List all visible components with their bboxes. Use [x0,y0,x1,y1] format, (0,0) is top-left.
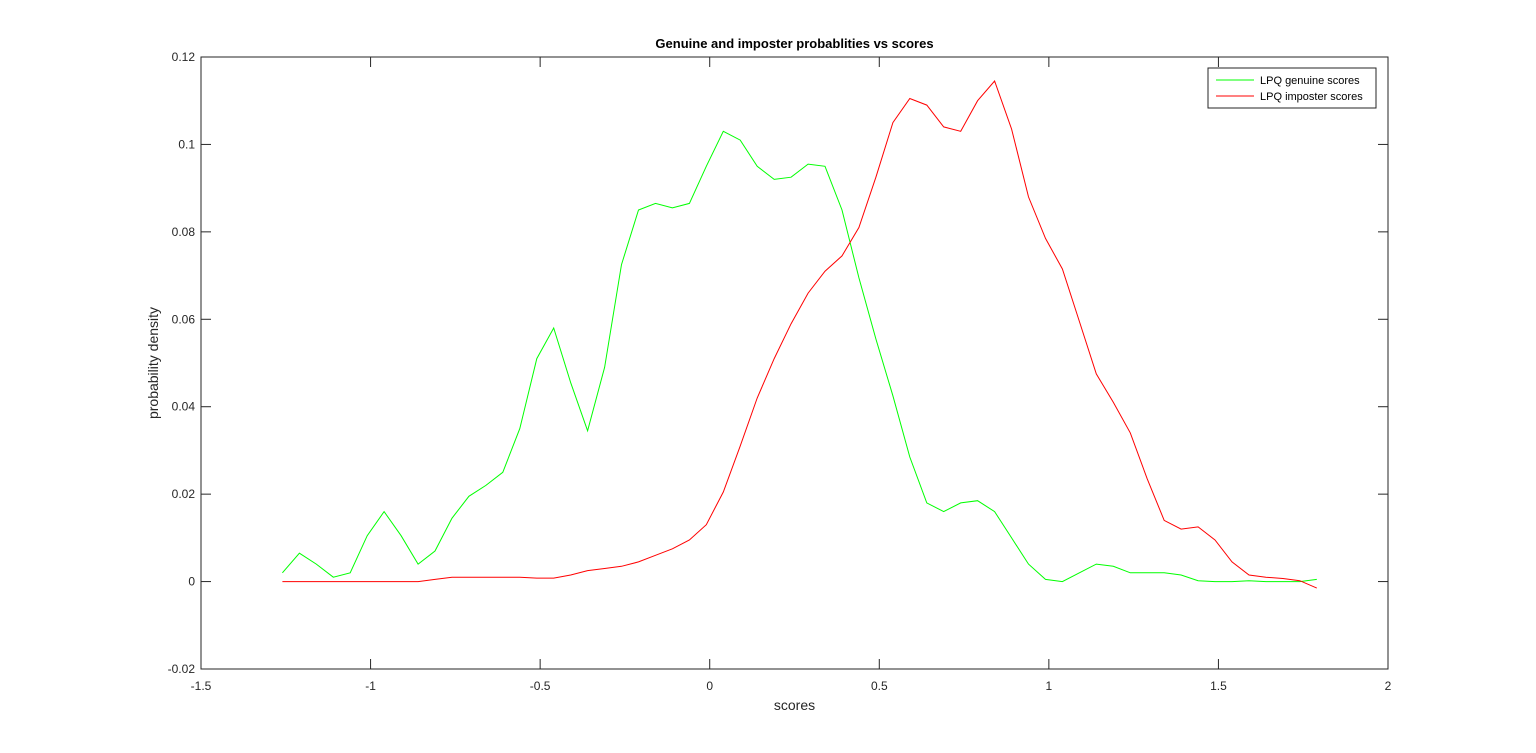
y-tick-label: 0.02 [172,487,196,501]
x-tick-label: 2 [1385,679,1392,693]
series-line-genuine [282,130,1317,583]
plot-area [200,56,1389,670]
y-tick-label: 0.04 [172,400,196,414]
y-axis-label: probability density [145,307,161,419]
x-tick-label: 1.5 [1210,679,1227,693]
legend: LPQ genuine scores LPQ imposter scores [1207,67,1377,109]
x-tick-label: 0 [706,679,713,693]
x-tick-label: 1 [1046,679,1053,693]
x-tick-label: -1 [365,679,376,693]
y-tick-label: 0.06 [172,312,196,326]
legend-label: LPQ imposter scores [1260,91,1363,103]
x-axis-label: scores [774,697,815,713]
y-tick-labels: -0.02 0 0.02 0.04 0.06 0.08 0.1 0.12 [168,50,196,676]
y-tick-label: -0.02 [168,662,196,676]
legend-label: LPQ genuine scores [1260,75,1360,87]
chart-title: Genuine and imposter probablities vs sco… [655,36,933,51]
series-lines [282,80,1317,589]
y-tick-label: 0.08 [172,225,196,239]
axis-ticks [200,56,1389,670]
y-tick-label: 0.1 [178,137,195,151]
x-tick-label: 0.5 [871,679,888,693]
x-tick-label: -1.5 [191,679,212,693]
y-tick-label: 0 [188,575,195,589]
legend-box [1207,67,1377,109]
y-tick-label: 0.12 [172,50,196,64]
x-tick-label: -0.5 [530,679,551,693]
series-line-imposter [282,80,1317,589]
x-tick-labels: -1.5 -1 -0.5 0 0.5 1 1.5 2 [191,679,1392,693]
